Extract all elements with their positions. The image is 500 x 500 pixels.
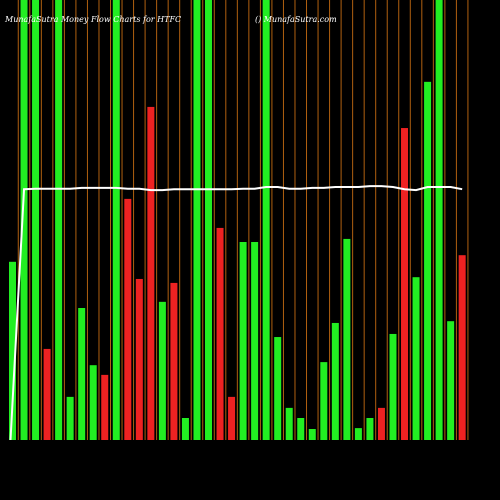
bar: [262, 0, 270, 440]
bar: [147, 106, 155, 441]
bar: [32, 0, 40, 440]
bar: [135, 278, 143, 440]
bar: [158, 301, 166, 440]
chart-title: MunafaSutra Money Flow Charts for HTFC: [4, 15, 181, 24]
bar: [9, 261, 16, 440]
bar: [412, 277, 420, 440]
bar: [447, 321, 455, 440]
bar: [205, 0, 213, 440]
bar: [20, 0, 28, 440]
money-flow-line: [9, 185, 463, 441]
bar: [297, 418, 305, 440]
bar: [401, 128, 409, 441]
bar: [239, 242, 247, 440]
bar: [389, 333, 397, 440]
bars: [9, 0, 466, 441]
bar: [320, 362, 328, 440]
bar: [331, 322, 339, 440]
bar: [78, 308, 86, 440]
bar: [435, 0, 443, 440]
bar: [458, 255, 466, 440]
bar: [101, 374, 109, 440]
bar: [66, 396, 74, 440]
bar: [55, 0, 63, 440]
bar: [193, 0, 201, 440]
bar: [343, 238, 351, 440]
chart-subtitle: () MunafaSutra.com: [255, 15, 337, 24]
bar: [251, 242, 259, 440]
bar: [354, 428, 362, 440]
bar: [89, 365, 97, 440]
bar: [377, 407, 385, 440]
bar: [181, 418, 189, 440]
grid: [17, 0, 469, 440]
bar: [228, 396, 236, 440]
bar: [285, 407, 293, 440]
bar: [170, 282, 178, 440]
bar: [366, 418, 374, 440]
bar: [112, 0, 120, 440]
bar: [274, 337, 282, 440]
bar: [308, 429, 316, 440]
bar: [216, 227, 224, 440]
bar: [124, 198, 132, 440]
bar: [43, 348, 51, 440]
bar: [424, 81, 432, 440]
